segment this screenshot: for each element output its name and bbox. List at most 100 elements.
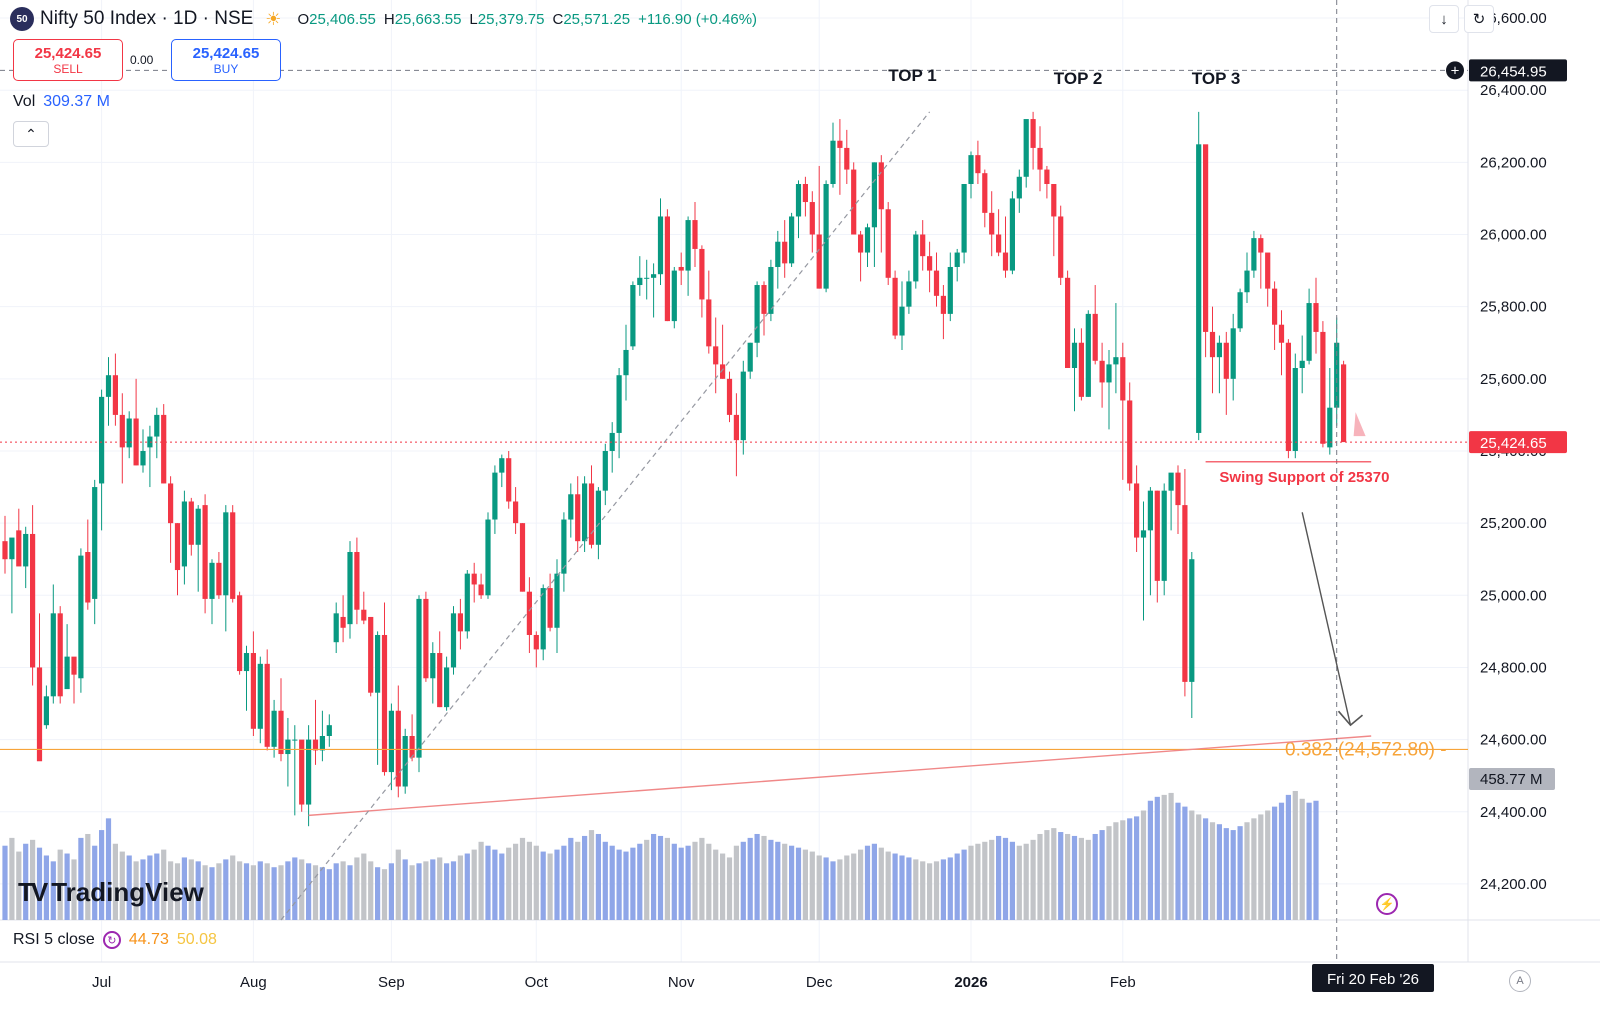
- candle-body: [533, 634, 539, 650]
- volume-bar: [706, 843, 712, 920]
- volume-bar: [1092, 833, 1098, 920]
- candle-body: [237, 595, 243, 672]
- y-tick-label: 25,600.00: [1480, 371, 1547, 388]
- candle-body: [1216, 342, 1222, 358]
- volume-bar: [940, 859, 946, 920]
- volume-bar: [36, 847, 43, 920]
- volume-bar: [1313, 800, 1319, 920]
- candle-body: [1313, 303, 1319, 332]
- candle-body: [816, 234, 822, 289]
- volume-bar: [1244, 822, 1250, 920]
- candle-body: [195, 508, 201, 545]
- volume-bar: [885, 851, 891, 920]
- candle-body: [368, 616, 374, 693]
- candle-body: [1140, 530, 1147, 538]
- volume-bar: [588, 830, 595, 920]
- sell-button[interactable]: 25,424.65 SELL: [13, 39, 123, 81]
- candle-body: [430, 653, 436, 679]
- volume-bar: [947, 857, 953, 920]
- volume-bar: [471, 849, 477, 920]
- volume-bar: [340, 861, 346, 920]
- candle-body: [671, 270, 677, 322]
- candle-body: [1334, 342, 1340, 408]
- volume-bar: [726, 857, 733, 920]
- candle-body: [699, 248, 705, 300]
- candle-body: [1023, 119, 1029, 177]
- y-tick-label: 24,600.00: [1480, 732, 1547, 749]
- volume-bar: [1071, 835, 1078, 920]
- refresh-icon[interactable]: ↻: [1464, 5, 1494, 33]
- candle-body: [657, 216, 664, 275]
- volume-bar: [1106, 826, 1112, 920]
- volume-bar: [775, 841, 781, 920]
- top-annotation: TOP 1: [888, 66, 937, 85]
- candle-body: [105, 375, 112, 397]
- volume-legend[interactable]: Vol 309.37 M: [13, 93, 110, 111]
- volume-bar: [326, 869, 332, 920]
- candle-body: [209, 562, 215, 599]
- volume-bar: [1237, 826, 1243, 920]
- candle-body: [1230, 328, 1236, 379]
- volume-bar: [161, 849, 167, 920]
- candle-body: [1147, 490, 1153, 531]
- lightning-icon[interactable]: ⚡: [1376, 893, 1398, 915]
- add-alert-icon: [1446, 61, 1464, 80]
- volume-bar: [513, 843, 519, 920]
- volume-bar: [858, 849, 864, 920]
- candle-body: [1030, 119, 1036, 148]
- volume-bar: [1009, 841, 1015, 920]
- candle-body: [1154, 490, 1160, 581]
- candle-body: [568, 494, 574, 520]
- candle-body: [968, 155, 974, 184]
- fib-level-label: 0.382 (24,572.80) -: [1285, 739, 1447, 760]
- volume-bar: [1044, 830, 1050, 920]
- candle-body: [174, 523, 181, 571]
- rsi-ma-value: 50.08: [176, 931, 217, 948]
- volume-bar: [430, 859, 436, 920]
- candle-body: [1237, 292, 1243, 329]
- volume-bar: [1161, 794, 1167, 920]
- volume-bar: [230, 855, 236, 920]
- volume-bar: [444, 863, 450, 920]
- volume-bar: [485, 845, 491, 920]
- candle-body: [202, 505, 208, 599]
- volume-bar: [864, 845, 871, 920]
- candle-body: [1044, 169, 1050, 184]
- tradingview-logo[interactable]: TV TradingView: [18, 877, 204, 908]
- volume-bar: [181, 857, 187, 920]
- current-price-badge: [1469, 431, 1567, 454]
- candle-body: [85, 552, 91, 603]
- x-tick-label: Feb: [1110, 974, 1136, 991]
- y-tick-label: 26,000.00: [1480, 227, 1547, 244]
- volume-bar: [105, 818, 112, 920]
- candle-body: [706, 299, 712, 347]
- candle-body: [664, 216, 670, 322]
- crosshair-date-text: Fri 20 Feb '26: [1327, 971, 1419, 988]
- volume-bar: [623, 851, 629, 920]
- auto-scale-button[interactable]: A: [1509, 970, 1531, 992]
- volume-bar: [437, 857, 443, 920]
- volume-bar: [996, 835, 1002, 920]
- candle-body: [243, 653, 250, 672]
- candle-body: [1085, 313, 1091, 397]
- candle-body: [1182, 505, 1188, 682]
- download-icon[interactable]: ↓: [1429, 5, 1459, 33]
- symbol-title[interactable]: Nifty 50 Index · 1D · NSE: [40, 8, 254, 29]
- volume-bar: [720, 853, 726, 920]
- candle-body: [1306, 303, 1312, 361]
- candle-body: [809, 202, 815, 235]
- volume-bar: [782, 843, 788, 920]
- buy-button[interactable]: 25,424.65 BUY: [171, 39, 281, 81]
- volume-bar: [71, 859, 77, 920]
- candle-body: [858, 234, 864, 253]
- candle-body: [71, 656, 77, 675]
- volume-bar: [582, 835, 588, 920]
- collapse-legend-button[interactable]: ⌃: [13, 121, 49, 147]
- candle-body: [768, 266, 774, 314]
- rsi-legend[interactable]: RSI 5 close ↻ 44.73 50.08: [13, 931, 217, 949]
- volume-bar: [306, 863, 312, 920]
- volume-bar: [789, 845, 795, 920]
- candle-body: [1106, 364, 1112, 383]
- volume-bar: [278, 865, 284, 920]
